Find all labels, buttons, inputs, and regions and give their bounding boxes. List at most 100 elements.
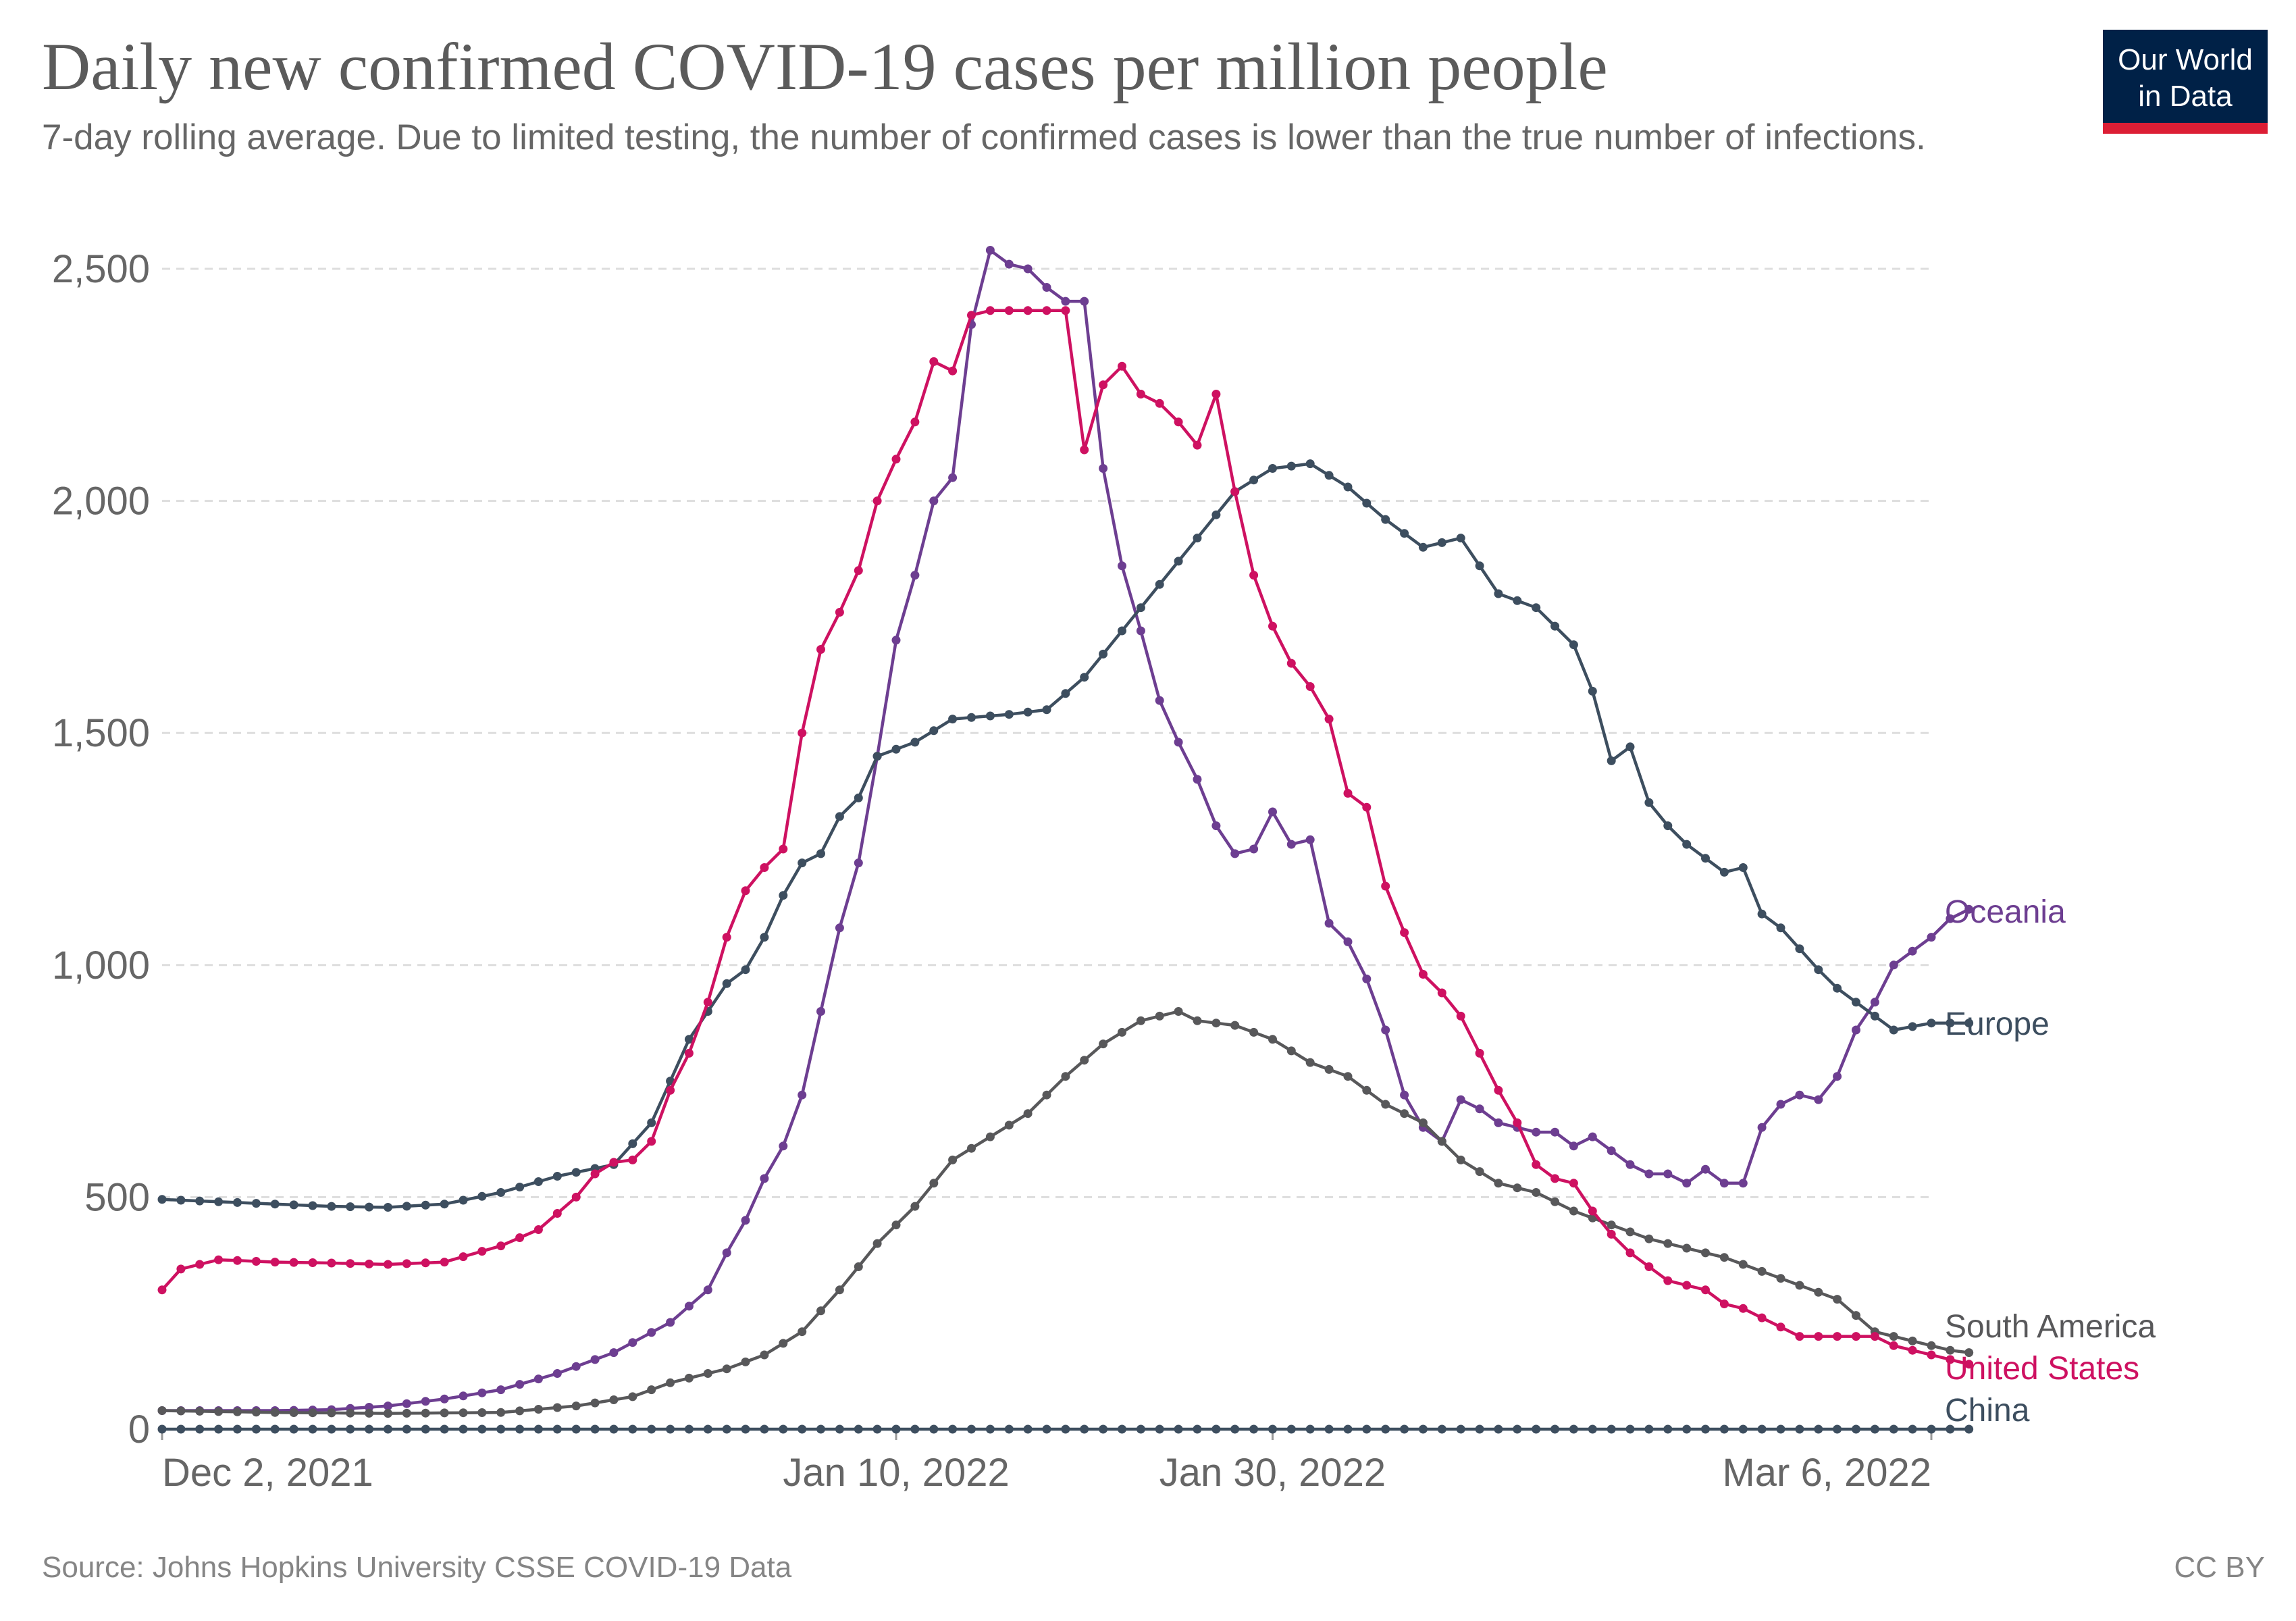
data-point: [571, 1401, 581, 1411]
owid-logo[interactable]: Our World in Data: [2103, 30, 2268, 134]
data-point: [741, 1424, 750, 1434]
data-point: [346, 1202, 355, 1212]
data-point: [1437, 538, 1446, 547]
data-point: [270, 1408, 280, 1417]
data-point: [1927, 1350, 1936, 1360]
data-point: [1964, 1424, 1974, 1434]
data-point: [1532, 1127, 1541, 1137]
data-point: [1946, 1019, 1955, 1028]
data-point: [1663, 821, 1673, 831]
data-point: [910, 1424, 920, 1434]
data-point: [1381, 1100, 1390, 1109]
data-point: [1927, 1019, 1936, 1028]
data-point: [1174, 738, 1183, 747]
data-point: [571, 1192, 581, 1202]
data-point: [327, 1202, 336, 1211]
data-point: [533, 1405, 543, 1414]
data-point: [1908, 1424, 1917, 1434]
data-point: [1946, 914, 1955, 923]
x-tick-label: Jan 10, 2022: [783, 1451, 1009, 1495]
data-point: [703, 998, 712, 1007]
data-point: [684, 1424, 694, 1434]
data-point: [1607, 1220, 1616, 1230]
license-label[interactable]: CC BY: [2174, 1551, 2265, 1584]
data-point: [1249, 571, 1259, 580]
data-point: [1362, 1424, 1372, 1434]
series-oceania[interactable]: [157, 246, 1974, 1415]
data-point: [891, 744, 901, 754]
data-point: [609, 1158, 619, 1167]
data-point: [477, 1247, 487, 1256]
data-point: [1908, 1022, 1917, 1031]
data-point: [1908, 1336, 1917, 1345]
data-point: [1118, 1424, 1126, 1434]
data-point: [214, 1424, 224, 1434]
data-point: [1625, 1160, 1635, 1169]
data-point: [440, 1200, 449, 1209]
data-point: [289, 1408, 298, 1417]
data-point: [365, 1202, 374, 1212]
data-point: [1305, 835, 1315, 844]
data-point: [1193, 440, 1202, 450]
data-point: [1475, 1048, 1484, 1058]
data-point: [1174, 1424, 1183, 1434]
series-europe[interactable]: [157, 459, 1974, 1212]
data-point: [835, 923, 844, 933]
data-point: [459, 1195, 468, 1205]
data-point: [967, 311, 976, 320]
data-point: [1814, 1424, 1823, 1434]
data-point: [1418, 542, 1428, 552]
data-point: [552, 1172, 562, 1181]
series-united-states[interactable]: [157, 306, 1974, 1369]
data-point: [1400, 529, 1409, 538]
data-point: [1776, 1424, 1785, 1434]
data-point: [1099, 380, 1108, 390]
data-point: [1286, 461, 1296, 471]
data-point: [1211, 1424, 1221, 1434]
data-point: [1343, 1424, 1353, 1434]
data-point: [157, 1285, 167, 1295]
x-tick-label: Jan 30, 2022: [1159, 1451, 1386, 1495]
data-point: [365, 1408, 374, 1418]
data-point: [233, 1407, 242, 1416]
data-point: [1852, 1424, 1860, 1434]
data-point: [854, 858, 863, 868]
data-point: [1456, 1095, 1465, 1104]
data-point: [1946, 1424, 1955, 1434]
data-point: [1833, 1295, 1842, 1304]
data-point: [779, 891, 788, 900]
data-point: [741, 1216, 750, 1225]
data-point: [798, 1424, 807, 1434]
data-point: [533, 1374, 543, 1384]
data-point: [1644, 1424, 1654, 1434]
data-point: [402, 1424, 411, 1434]
data-point: [1004, 306, 1014, 315]
data-point: [1080, 445, 1089, 455]
data-point: [384, 1260, 392, 1269]
data-point: [1494, 1118, 1503, 1127]
data-point: [1324, 1424, 1334, 1434]
data-point: [1776, 923, 1785, 933]
series-south-america[interactable]: [157, 1007, 1974, 1418]
data-point: [703, 1424, 712, 1434]
data-point: [798, 728, 807, 738]
data-point: [1268, 807, 1277, 817]
data-point: [910, 417, 920, 427]
data-point: [571, 1424, 581, 1434]
data-point: [722, 1424, 731, 1434]
data-point: [1437, 988, 1446, 998]
data-point: [1118, 1027, 1126, 1037]
data-point: [1004, 1121, 1014, 1130]
data-point: [948, 473, 958, 482]
data-point: [1400, 1424, 1409, 1434]
data-point: [1625, 1248, 1635, 1258]
series-china[interactable]: [157, 1424, 1974, 1434]
data-point: [1343, 482, 1353, 492]
data-point: [1757, 1123, 1767, 1132]
data-point: [760, 1174, 769, 1183]
data-point: [1814, 1287, 1823, 1297]
data-point: [1174, 1007, 1183, 1016]
data-point: [628, 1338, 637, 1347]
data-point: [1569, 640, 1578, 650]
data-point: [1136, 390, 1145, 398]
